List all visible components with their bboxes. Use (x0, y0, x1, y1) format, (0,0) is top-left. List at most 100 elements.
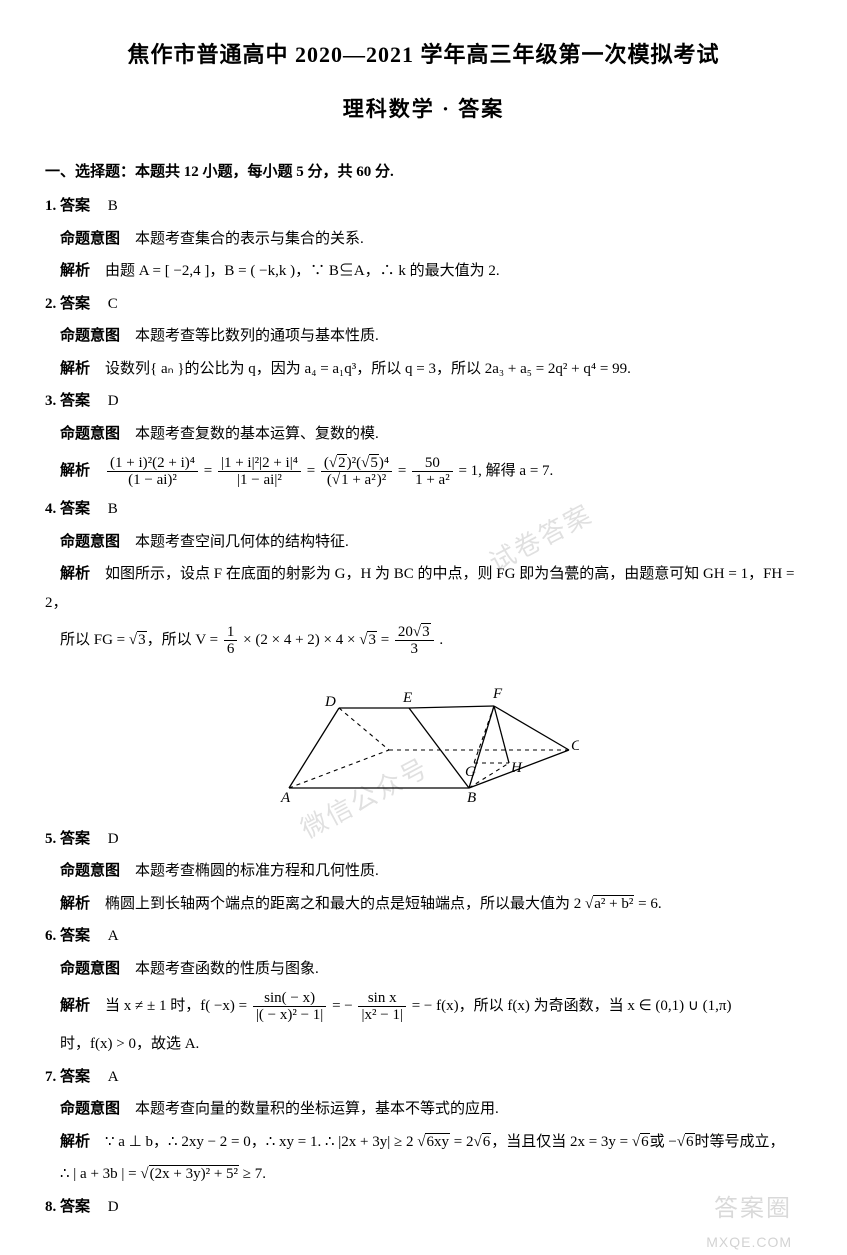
fig-label-F: F (492, 686, 503, 702)
q6-intent-label: 命题意图 (60, 955, 120, 984)
bottom-url: MXQE.COM (706, 1229, 792, 1255)
q4-l2-mid: ，所以 V = (147, 632, 222, 648)
page-root: 试卷答案 微信公众号 焦作市普通高中 2020—2021 学年高三年级第一次模拟… (45, 34, 802, 1221)
q4-l2-mid2: × (2 × 4 + 2) × 4 × (239, 632, 359, 648)
q3-frac4: 501 + a² (412, 455, 453, 489)
q3-intent: 本题考查复数的基本运算、复数的模. (135, 426, 379, 442)
q3-frac1: (1 + i)²(2 + i)⁴(1 − ai)² (107, 455, 198, 489)
q3-number: 3. (45, 387, 56, 416)
q6-intent: 本题考查函数的性质与图象. (135, 961, 319, 977)
q3-answer-line: 3. 答案 D (45, 387, 802, 416)
q4-sqrt3: 3 (137, 631, 147, 648)
q4-expl-line: 解析 如图所示，设点 F 在底面的射影为 G，H 为 BC 的中点，则 FG 即… (45, 560, 802, 617)
q3-frac2-num: |1 + i|²|2 + i|⁴ (218, 455, 301, 473)
q3-f3d-r: )² (377, 472, 387, 488)
q1-expl-line: 解析 由题 A = [ −2,4 ]，B = ( −k,k )，∵ B⊆A，∴ … (45, 257, 802, 286)
q3-eq3: = (394, 463, 410, 479)
q1-intent-label: 命题意图 (60, 225, 120, 254)
q8-answer: D (108, 1193, 119, 1222)
q1-intent-line: 命题意图 本题考查集合的表示与集合的关系. (45, 225, 802, 254)
q2-number: 2. (45, 290, 56, 319)
q4-answer-label: 答案 (60, 495, 90, 524)
q5-answer-label: 答案 (60, 825, 90, 854)
q3-intent-line: 命题意图 本题考查复数的基本运算、复数的模. (45, 420, 802, 449)
q7-expl-line2: ∴ | a + 3b | = √(2x + 3y)² + 5² ≥ 7. (45, 1160, 802, 1189)
q6-line2: 时，f(x) > 0，故选 A. (60, 1036, 199, 1052)
q7-answer-label: 答案 (60, 1063, 90, 1092)
q3-frac2-den: |1 − ai|² (218, 472, 301, 489)
q7-number: 7. (45, 1063, 56, 1092)
title-sub: 理科数学 · 答案 (45, 90, 802, 130)
q6-frac2: sin x|x² − 1| (358, 990, 405, 1024)
q5-number: 5. (45, 825, 56, 854)
q5-answer: D (108, 825, 119, 854)
q6-answer: A (108, 922, 119, 951)
q6-expl-pre: 当 x ≠ ± 1 时，f( −x) = (105, 998, 251, 1014)
fig-label-E: E (402, 690, 412, 706)
q6-f2-d: |x² − 1| (358, 1007, 405, 1024)
q3-frac1-num: (1 + i)²(2 + i)⁴ (107, 455, 198, 473)
q5-expl-label: 解析 (60, 890, 90, 919)
q3-f3-l: ( (324, 455, 329, 471)
q3-frac3: (√2)²(√5)⁴(√1 + a²)² (321, 455, 392, 489)
q7-sqrtbig: (2x + 3y)² + 5² (149, 1165, 239, 1182)
q4-expl-label: 解析 (60, 560, 90, 589)
q2-expl-label: 解析 (60, 355, 90, 384)
q5-expl-line: 解析 椭圆上到长轴两个端点的距离之和最大的点是短轴端点，所以最大值为 2 √a²… (45, 890, 802, 919)
q3-sqrt2: 2 (337, 454, 347, 471)
fig-label-A: A (280, 790, 291, 806)
q2-answer-label: 答案 (60, 290, 90, 319)
q5-intent-line: 命题意图 本题考查椭圆的标准方程和几何性质. (45, 857, 802, 886)
q7-sqrt6c: 6 (685, 1133, 695, 1150)
q3-frac4-num: 50 (412, 455, 453, 473)
q2-intent-label: 命题意图 (60, 322, 120, 351)
q4-fr-n-sqrt: 3 (421, 623, 431, 640)
q7-expl-pre: ∵ a ⊥ b，∴ 2xy − 2 = 0，∴ xy = 1. ∴ |2x + … (105, 1134, 417, 1150)
q7-answer-line: 7. 答案 A (45, 1063, 802, 1092)
q6-f2-n: sin x (358, 990, 405, 1008)
q7-sqrt6: 6 (482, 1133, 492, 1150)
q6-f1-d: |( − x)² − 1| (253, 1007, 326, 1024)
q7-sqrt6xy: 6xy (425, 1133, 450, 1150)
q4-f16-d: 6 (224, 641, 238, 658)
q2-answer: C (108, 290, 118, 319)
q3-expl-line: 解析 (1 + i)²(2 + i)⁴(1 − ai)² = |1 + i|²|… (45, 452, 802, 491)
q4-answer: B (108, 495, 118, 524)
q4-answer-line: 4. 答案 B (45, 495, 802, 524)
q4-fracR: 20√33 (395, 624, 434, 658)
q4-figure: A B C D E F G H (45, 668, 802, 819)
q5-intent-label: 命题意图 (60, 857, 120, 886)
q4-intent: 本题考查空间几何体的结构特征. (135, 534, 349, 550)
bottom-watermark: 答案圈 (714, 1186, 792, 1232)
q4-f16-n: 1 (224, 624, 238, 642)
q3-eq2: = (303, 463, 319, 479)
q1-expl: 由题 A = [ −2,4 ]，B = ( −k,k )，∵ B⊆A，∴ k 的… (105, 263, 500, 279)
q3-f3-r: )⁴ (379, 455, 389, 471)
q7-l2-post: ≥ 7. (239, 1166, 266, 1182)
q6-answer-line: 6. 答案 A (45, 922, 802, 951)
q2-intent: 本题考查等比数列的通项与基本性质. (135, 328, 379, 344)
q7-sqrt6b: 6 (640, 1133, 650, 1150)
q7-mid2: ，当且仅当 2x = 3y = (491, 1134, 632, 1150)
q4-l2-end: . (436, 632, 444, 648)
q7-l2-pre: ∴ | a + 3b | = (60, 1166, 140, 1182)
q5-answer-line: 5. 答案 D (45, 825, 802, 854)
q2-expl: 设数列{ aₙ }的公比为 q，因为 a₄ = a₁q³，所以 q = 3，所以… (105, 361, 631, 377)
q5-sqrt: a² + b² (593, 895, 634, 912)
q4-expl: 如图所示，设点 F 在底面的射影为 G，H 为 BC 的中点，则 FG 即为刍甍… (45, 566, 794, 611)
q3-expl-label: 解析 (60, 452, 90, 491)
q3-frac1-den: (1 − ai)² (107, 472, 198, 489)
fig-label-D: D (324, 694, 336, 710)
q4-l2-eq: = (377, 632, 393, 648)
q3-f3-m: )²( (347, 455, 362, 471)
q5-expl-pre: 椭圆上到长轴两个端点的距离之和最大的点是短轴端点，所以最大值为 2 (105, 896, 585, 912)
q3-frac3-den: (√1 + a²)² (321, 472, 392, 489)
q1-answer-label: 答案 (60, 192, 90, 221)
q7-intent-line: 命题意图 本题考查向量的数量积的坐标运算，基本不等式的应用. (45, 1095, 802, 1124)
fig-label-B: B (467, 790, 476, 806)
q4-intent-line: 命题意图 本题考查空间几何体的结构特征. (45, 528, 802, 557)
q3-eq1: = (200, 463, 216, 479)
q3-frac4-den: 1 + a² (412, 472, 453, 489)
q4-fr-d: 3 (395, 641, 434, 658)
q3-frac2: |1 + i|²|2 + i|⁴|1 − ai|² (218, 455, 301, 489)
